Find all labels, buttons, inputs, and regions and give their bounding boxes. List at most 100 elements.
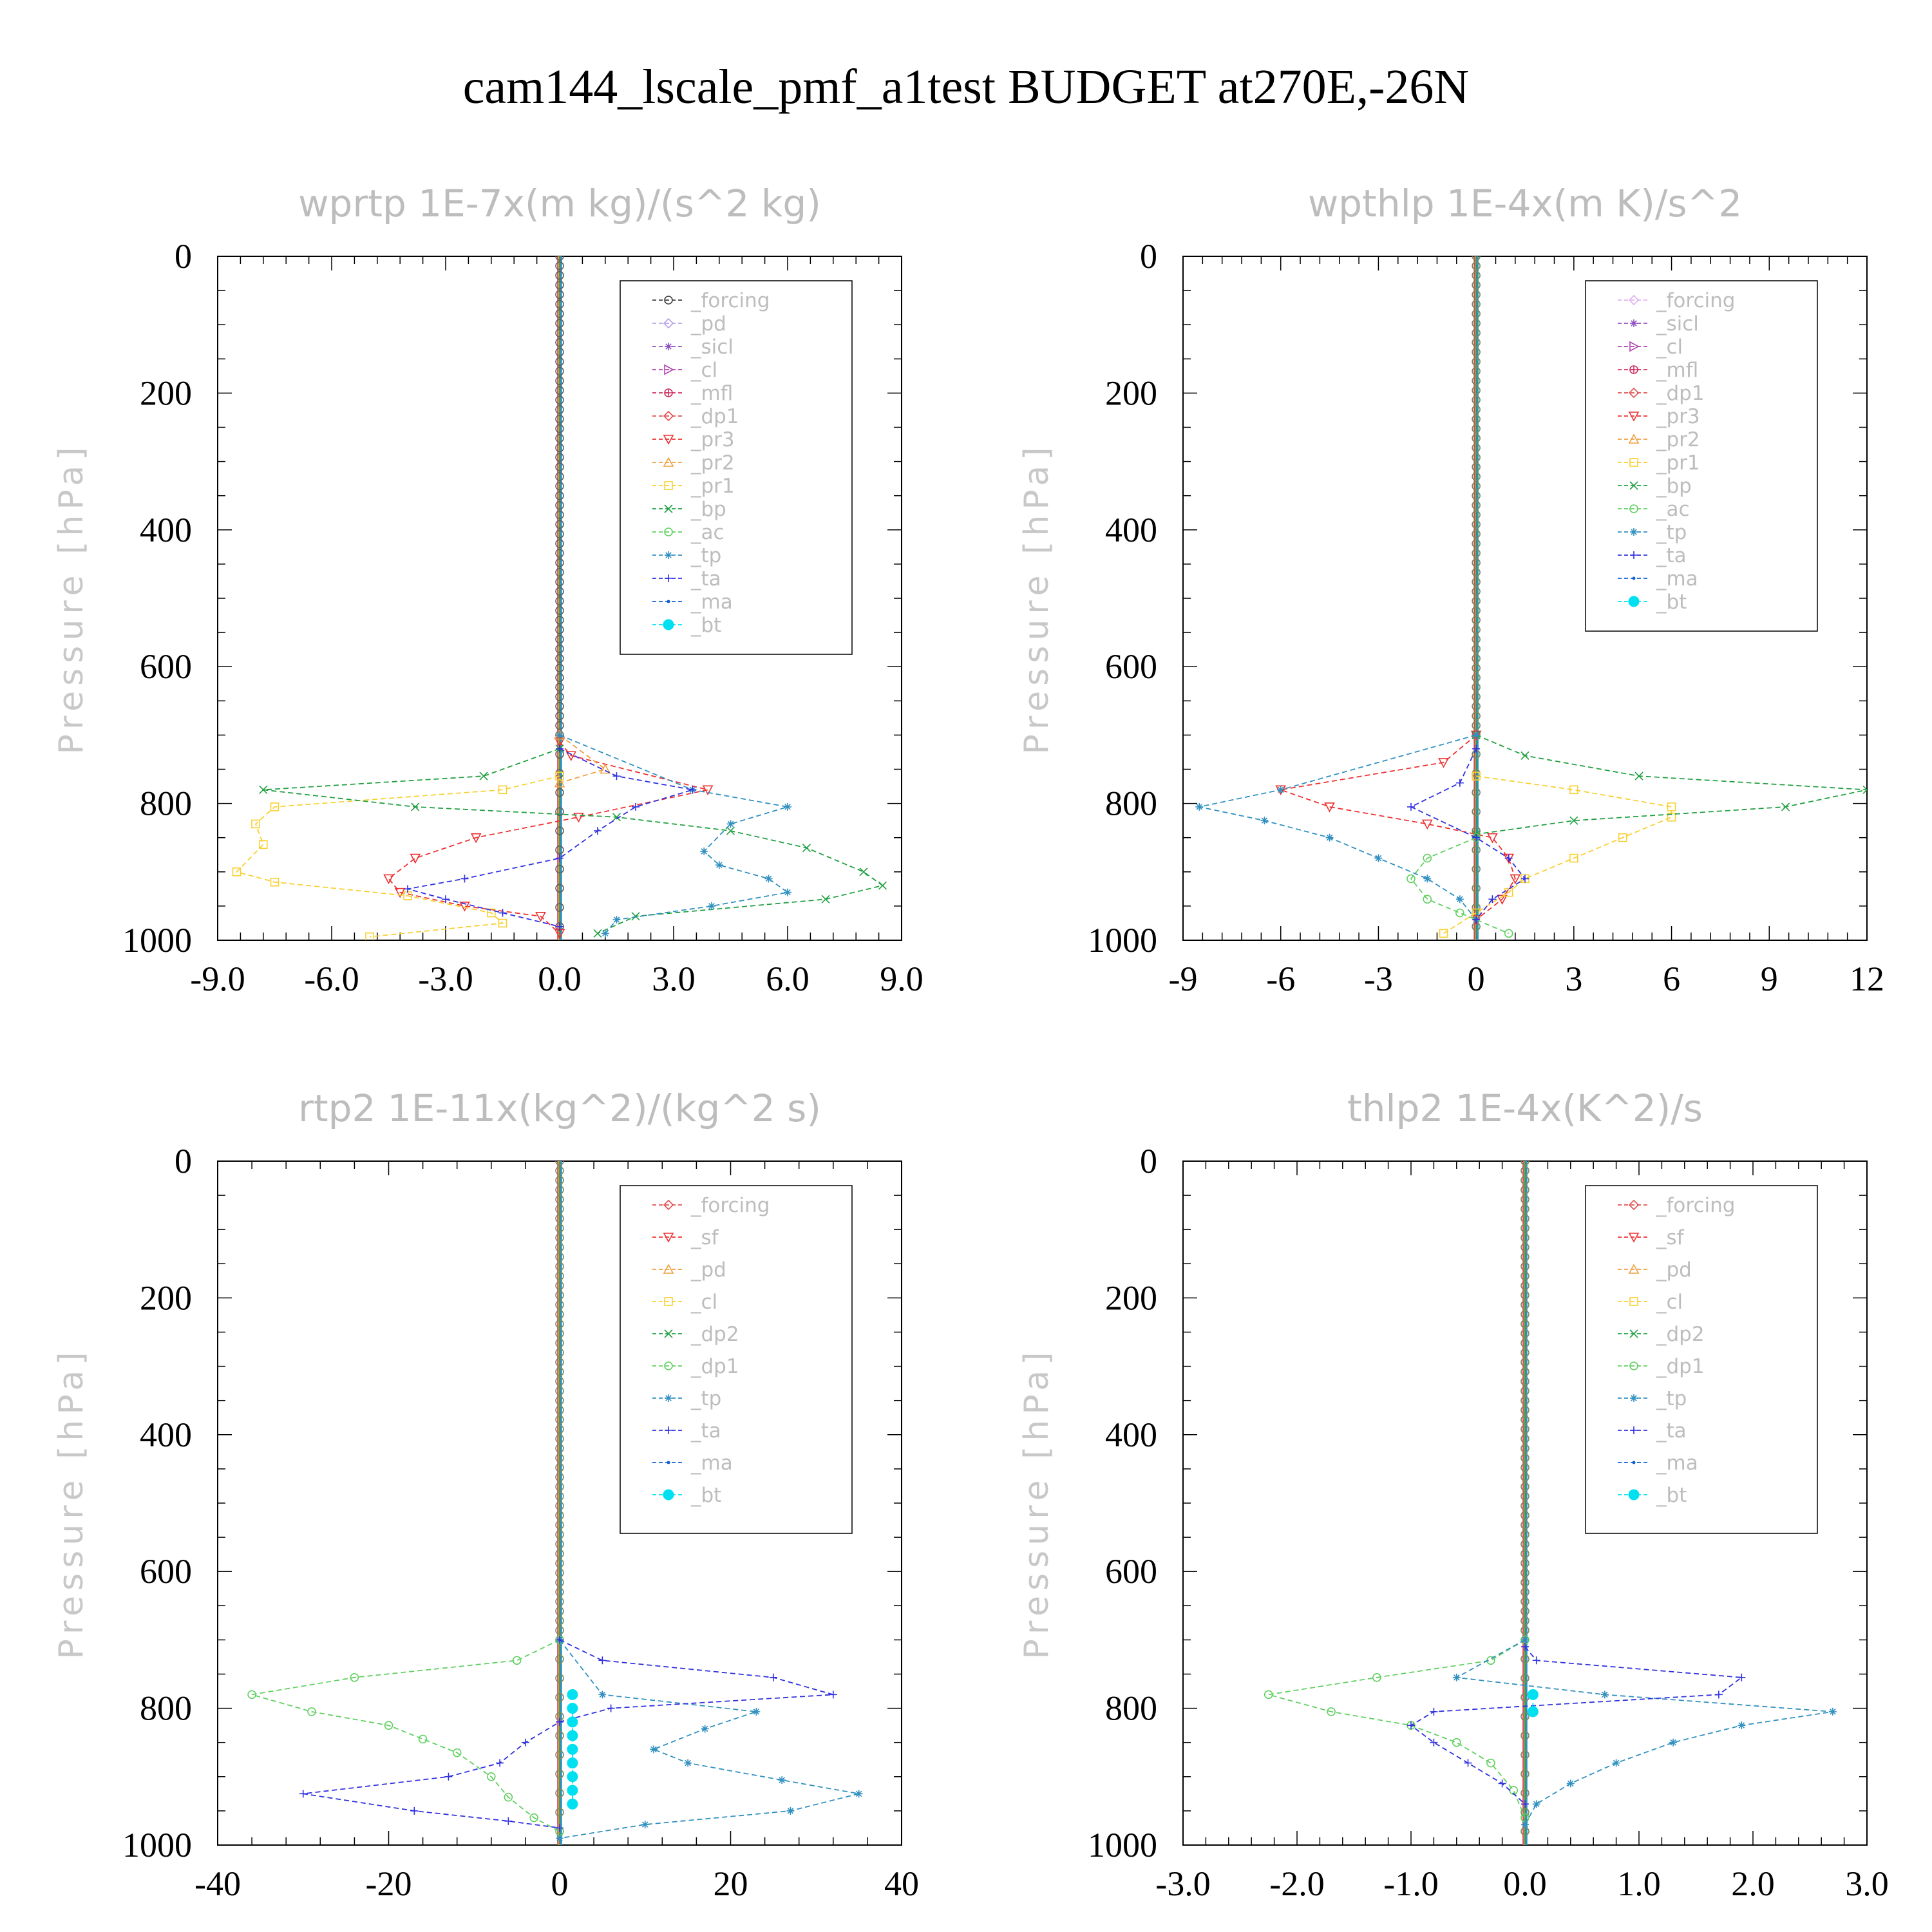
- point-pr3: [1487, 833, 1498, 844]
- point-pr3: [535, 912, 546, 922]
- legend-item-forcing: _forcing: [690, 1194, 770, 1217]
- zero-profile-marker: [555, 1788, 564, 1798]
- zero-profile-marker: [1520, 1425, 1530, 1434]
- point-bp: [1862, 785, 1867, 794]
- zero-profile-marker: [555, 309, 564, 319]
- point-bt: [567, 1771, 578, 1783]
- zero-profile-marker: [1472, 261, 1481, 270]
- point-tp: [1195, 802, 1204, 811]
- zero-profile-marker: [1472, 558, 1481, 567]
- zero-profile-marker: [555, 587, 564, 596]
- zero-profile-marker: [555, 1769, 564, 1779]
- y-tick-label: 0: [175, 1142, 192, 1180]
- point-tp: [1828, 1707, 1837, 1716]
- y-tick-label: 600: [140, 647, 192, 686]
- zero-profile-marker: [555, 1492, 564, 1501]
- legend-marker-forcing: [1628, 1199, 1640, 1211]
- zero-profile-marker: [555, 1224, 564, 1233]
- zero-profile-marker: [1472, 549, 1481, 558]
- point-dp1: [350, 1673, 359, 1682]
- y-tick-label: 800: [1105, 1689, 1157, 1728]
- legend-item-bp: _bp: [690, 498, 726, 521]
- zero-profile-marker: [555, 290, 564, 299]
- zero-profile-marker: [1472, 567, 1481, 577]
- legend-marker-pd: [663, 1264, 674, 1274]
- legend-item-ma: _ma: [690, 591, 733, 614]
- zero-profile-marker: [1520, 1161, 1530, 1166]
- zero-profile-marker: [1520, 1472, 1530, 1482]
- zero-profile-marker: [555, 1310, 564, 1319]
- zero-profile-marker: [1472, 520, 1481, 529]
- zero-profile-marker: [555, 1175, 564, 1185]
- zero-profile-marker: [1472, 529, 1481, 538]
- point-ta: [556, 1718, 564, 1726]
- y-tick-label: 200: [1105, 374, 1157, 412]
- point-tp: [1600, 1690, 1609, 1699]
- zero-profile-marker: [1472, 433, 1481, 443]
- x-tick-label: 1.0: [1617, 1864, 1661, 1903]
- x-tick-label: -6.0: [304, 960, 359, 998]
- point-dp1: [1327, 1707, 1336, 1716]
- point-ta: [829, 1690, 837, 1699]
- legend-marker-sicl: [665, 343, 672, 350]
- x-tick-label: 40: [884, 1864, 919, 1903]
- point-tp: [612, 916, 621, 924]
- point-pr1: [365, 932, 374, 940]
- point-tp: [778, 1776, 786, 1785]
- zero-profile-marker: [555, 256, 564, 261]
- point-pr1: [1569, 785, 1578, 795]
- zero-profile-marker: [555, 328, 564, 337]
- zero-profile-marker: [1520, 1319, 1530, 1329]
- zero-profile-marker: [1520, 1606, 1530, 1616]
- point-pr1: [251, 819, 260, 829]
- zero-profile-marker: [555, 366, 564, 376]
- point-tp: [786, 1806, 795, 1815]
- zero-profile-marker: [555, 692, 564, 701]
- point-ta: [1407, 1721, 1415, 1730]
- y-tick-label: 600: [1105, 647, 1157, 686]
- legend-marker-forcing: [1628, 294, 1640, 306]
- point-ac: [1504, 929, 1513, 938]
- zero-profile-marker: [555, 1358, 564, 1367]
- point-bp: [821, 895, 830, 904]
- point-bt: [567, 1689, 578, 1700]
- x-tick-label: -9.0: [190, 960, 245, 998]
- point-pr3: [1510, 874, 1521, 885]
- point-pr3: [565, 751, 577, 761]
- zero-profile-marker: [1520, 1578, 1530, 1587]
- legend-item-forcing: _forcing: [690, 289, 770, 312]
- legend-marker-ma: [1632, 1461, 1636, 1464]
- zero-profile-marker: [1472, 663, 1481, 673]
- panel-title: wprtp 1E-7x(m kg)/(s^2 kg): [298, 182, 821, 225]
- x-tick-label: -9: [1169, 960, 1198, 998]
- zero-profile-marker: [1472, 338, 1481, 347]
- zero-profile-marker: [555, 1262, 564, 1271]
- zero-profile-marker: [1472, 701, 1481, 711]
- legend-marker-forcing: [664, 296, 673, 305]
- point-pr1: [498, 785, 507, 795]
- point-dp1: [1372, 1673, 1381, 1682]
- point-ta: [498, 909, 507, 917]
- point-ta: [598, 1656, 607, 1665]
- point-dp1: [307, 1707, 316, 1716]
- point-bp: [802, 844, 811, 853]
- zero-profile-marker: [1472, 290, 1481, 299]
- zero-profile-marker: [1472, 577, 1481, 587]
- legend-box: [1585, 280, 1818, 632]
- point-ac: [1406, 874, 1416, 884]
- legend-item-sf: _sf: [690, 1226, 719, 1249]
- zero-profile-marker: [555, 1300, 564, 1309]
- point-tp: [1325, 833, 1334, 842]
- zero-profile-marker: [555, 721, 564, 730]
- zero-profile-marker: [555, 1377, 564, 1386]
- legend-marker-bt: [663, 1489, 674, 1501]
- zero-profile-marker: [1520, 1262, 1530, 1271]
- zero-profile-marker: [555, 529, 564, 538]
- zero-profile-marker: [555, 577, 564, 587]
- point-pr1: [270, 877, 279, 887]
- point-tp: [1521, 1821, 1529, 1829]
- y-tick-label: 800: [1105, 784, 1157, 823]
- zero-profile-marker: [555, 1405, 564, 1415]
- legend-item-pd: _pd: [1656, 1258, 1692, 1282]
- legend-marker-mfl-plus: [1630, 366, 1638, 374]
